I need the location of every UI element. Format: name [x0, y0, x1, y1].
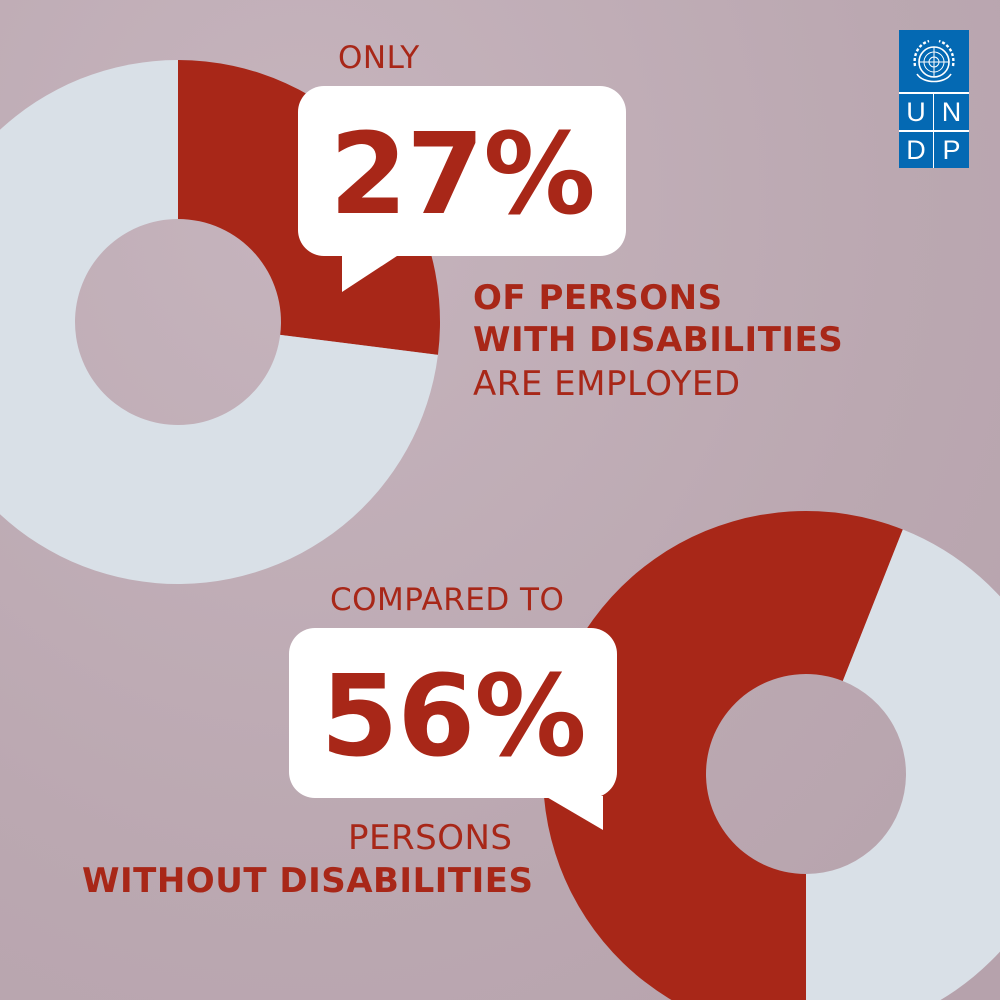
undp-logo: U N D P	[899, 30, 969, 168]
logo-letter-2: N	[934, 92, 969, 130]
stat1-line3: ARE EMPLOYED	[473, 364, 741, 404]
logo-letter-4: P	[934, 130, 969, 168]
stat2-bubble-tail	[545, 796, 603, 830]
stat1-value: 27%	[329, 110, 595, 240]
stat1-line1: OF PERSONS	[473, 278, 723, 318]
stat2-speech-bubble: 56%	[289, 628, 617, 830]
logo-letter-3: D	[899, 130, 934, 168]
stat1-line2: WITH DISABILITIES	[473, 320, 844, 360]
donut1-slice-not-employed	[0, 60, 438, 584]
stat2-line2: WITHOUT DISABILITIES	[82, 861, 534, 901]
stat2-line1: PERSONS	[348, 818, 513, 858]
stat2-value: 56%	[320, 652, 586, 782]
stat1-bubble-tail	[342, 254, 400, 292]
logo-letter-1: U	[899, 92, 934, 130]
stat2-prefix: COMPARED TO	[330, 582, 565, 618]
donut2-slice-not-employed	[806, 529, 1000, 1000]
stat1-prefix: ONLY	[338, 40, 420, 76]
stat1-speech-bubble: 27%	[298, 86, 626, 292]
un-emblem-icon	[913, 39, 955, 83]
donut2-slice-employed	[543, 511, 903, 1000]
